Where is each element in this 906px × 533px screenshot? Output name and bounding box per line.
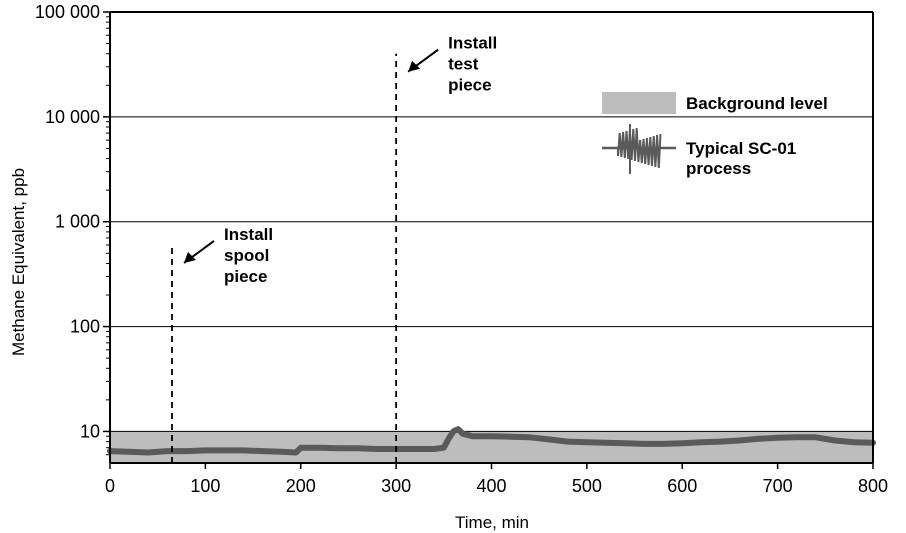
axis-layer: 0 100 200 300 400 500 600 700 800 10 100 1 000 10 00… [35, 2, 888, 496]
series-point [318, 446, 322, 450]
series-point [680, 441, 684, 445]
series-point [718, 440, 722, 444]
x-tick-label-3: 300 [381, 476, 411, 496]
series-point [451, 429, 455, 433]
y-axis-title: Methane Equivalent, ppb [9, 168, 28, 356]
series-point [737, 438, 741, 442]
series-point [222, 448, 226, 452]
legend-swatch-background-level [602, 92, 676, 114]
x-tick-label-4: 400 [476, 476, 506, 496]
series-point [203, 448, 207, 452]
y-tick-label-1: 100 [70, 317, 100, 337]
legend-label-series-line-2: process [686, 159, 751, 178]
series-point [280, 450, 284, 454]
series-point [852, 440, 856, 444]
series-point [375, 447, 379, 451]
marker-label-1-line-2: piece [448, 76, 491, 95]
series-point [661, 442, 665, 446]
y-tick-label-3: 10 000 [45, 107, 100, 127]
marker-label-0-line-2: piece [224, 267, 267, 286]
marker-label-1-line-0: Install [448, 34, 497, 53]
series-point [146, 450, 150, 454]
series-point [699, 440, 703, 444]
series-point [413, 447, 417, 451]
marker-arrowhead-0 [183, 251, 196, 263]
marker-label-0-line-1: spool [224, 246, 269, 265]
x-tick-label-0: 0 [105, 476, 115, 496]
series-point [490, 434, 493, 438]
series-point [509, 435, 513, 439]
x-tick-label-1: 100 [190, 476, 220, 496]
x-tick-label-6: 600 [667, 476, 697, 496]
y-tick-label-0: 10 [80, 421, 100, 441]
x-tick-label-2: 200 [286, 476, 316, 496]
series-point [447, 437, 451, 441]
series-point [585, 440, 589, 444]
series-point [814, 435, 818, 439]
series-point [566, 440, 570, 444]
y-tick-label-4: 100 000 [35, 2, 100, 22]
series-point [795, 435, 799, 439]
marker-arrowhead-1 [408, 60, 421, 72]
legend-label-series-line-1: Typical SC-01 [686, 139, 796, 158]
series-point [757, 437, 761, 441]
series-point [127, 450, 131, 454]
series-point [528, 435, 532, 439]
series-point [470, 434, 474, 438]
series-point [442, 446, 446, 450]
series-point [833, 438, 837, 442]
series-point [547, 437, 551, 441]
series-point [165, 449, 169, 453]
series-point [299, 446, 303, 450]
series-point [461, 432, 465, 436]
series-point [456, 427, 460, 431]
series-point [776, 436, 780, 440]
legend-swatch-series-noise [617, 127, 662, 169]
x-tick-label-5: 500 [572, 476, 602, 496]
x-axis-title: Time, min [455, 513, 529, 532]
series-point [242, 448, 246, 452]
x-tick-label-8: 800 [858, 476, 888, 496]
series-point [356, 446, 360, 450]
series-point [294, 450, 298, 454]
series-layer [107, 426, 876, 456]
legend-label-background-level: Background level [686, 94, 828, 113]
y-tick-label-2: 1 000 [55, 212, 100, 232]
series-point [184, 449, 188, 453]
marker-label-1-line-1: test [448, 55, 479, 74]
x-tick-label-7: 700 [763, 476, 793, 496]
marker-label-0-line-0: Install [224, 225, 273, 244]
series-point [642, 442, 646, 446]
grid-layer [110, 11, 873, 432]
series-point [604, 441, 608, 445]
series-point [623, 441, 627, 445]
series-point [261, 449, 265, 453]
series-line-0 [107, 426, 876, 456]
series-point [337, 446, 341, 450]
marker-layer: Install spool piece Install test piece [171, 34, 497, 463]
series-point [432, 447, 436, 451]
